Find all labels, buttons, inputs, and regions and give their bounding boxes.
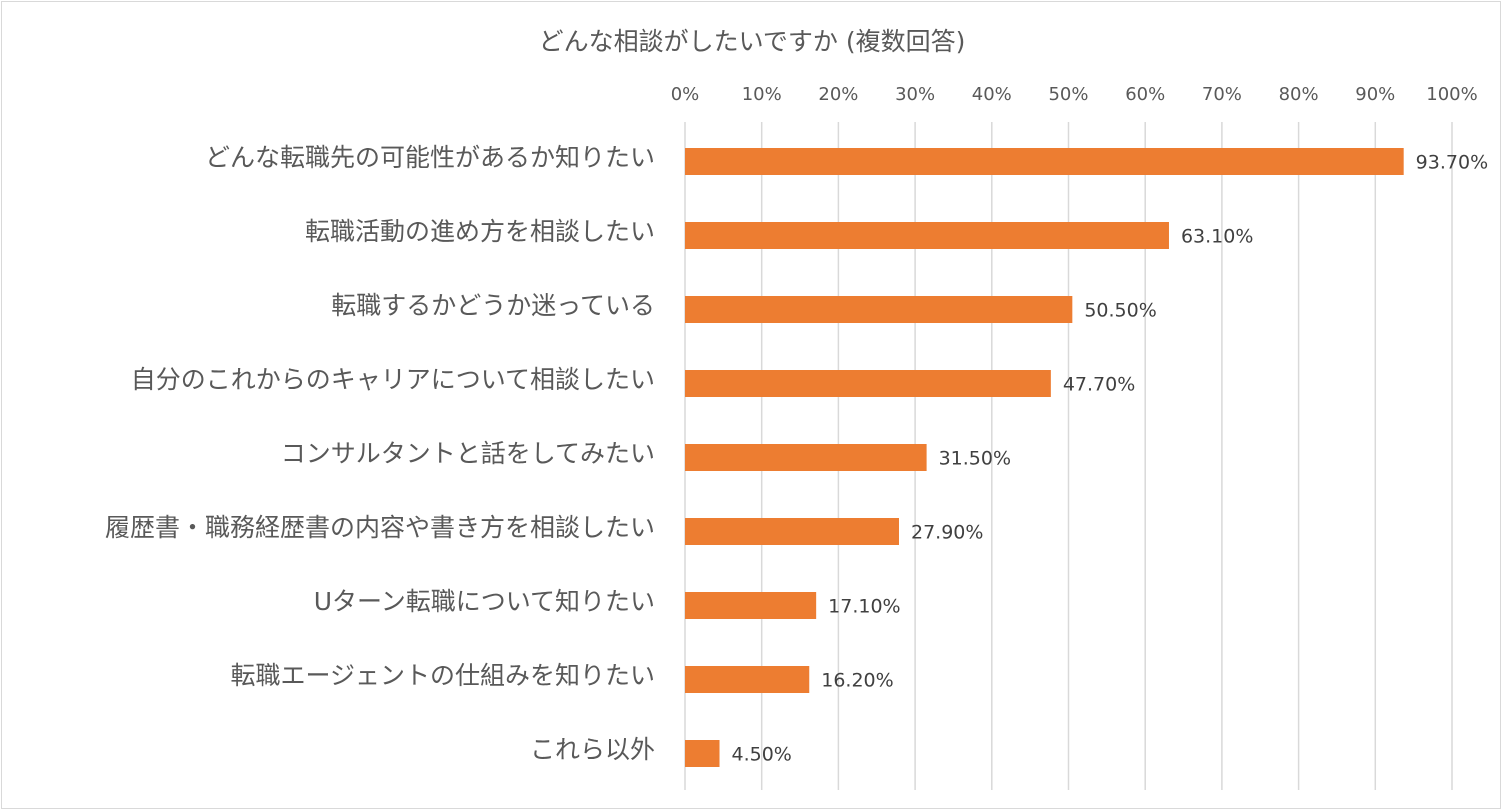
x-tick-label: 20% bbox=[818, 84, 858, 105]
bar bbox=[685, 592, 817, 619]
category-label: 転職エージェントの仕組みを知りたい bbox=[230, 661, 655, 690]
bar bbox=[685, 444, 927, 471]
x-tick-label: 0% bbox=[671, 84, 700, 105]
category-label: どんな転職先の可能性があるか知りたい bbox=[205, 143, 655, 172]
x-tick-label: 30% bbox=[895, 84, 935, 105]
bar bbox=[685, 148, 1404, 175]
bar bbox=[685, 370, 1051, 397]
bar bbox=[685, 222, 1169, 249]
bars bbox=[685, 148, 1404, 767]
value-label: 17.10% bbox=[828, 596, 900, 618]
x-tick-label: 60% bbox=[1125, 84, 1165, 105]
category-label: これら以外 bbox=[530, 735, 655, 764]
bar bbox=[685, 740, 720, 767]
category-label: コンサルタントと話をしてみたい bbox=[281, 439, 655, 468]
x-tick-label: 90% bbox=[1355, 84, 1395, 105]
x-tick-label: 80% bbox=[1279, 84, 1319, 105]
category-label: 転職活動の進め方を相談したい bbox=[305, 217, 655, 246]
category-labels: どんな転職先の可能性があるか知りたい転職活動の進め方を相談したい転職するかどうか… bbox=[105, 143, 655, 764]
value-label: 50.50% bbox=[1084, 300, 1156, 322]
value-label: 47.70% bbox=[1063, 374, 1135, 396]
bar bbox=[685, 518, 899, 545]
x-tick-label: 70% bbox=[1202, 84, 1242, 105]
value-label: 27.90% bbox=[911, 522, 983, 544]
value-label: 93.70% bbox=[1416, 152, 1488, 174]
x-axis-tick-labels: 0% 10% 20% 30% 40% 50% 60% 70% 80% 90% 100% bbox=[671, 84, 1478, 105]
category-label: Uターン転職について知りたい bbox=[314, 587, 655, 616]
bar bbox=[685, 666, 810, 693]
bar bbox=[685, 296, 1073, 323]
x-tick-label: 50% bbox=[1048, 84, 1088, 105]
x-tick-label: 40% bbox=[972, 84, 1012, 105]
chart-title: どんな相談がしたいですか (複数回答) bbox=[539, 27, 966, 56]
value-label: 4.50% bbox=[732, 744, 792, 766]
x-tick-label: 100% bbox=[1426, 84, 1477, 105]
category-label: 自分のこれからのキャリアについて相談したい bbox=[131, 365, 655, 394]
value-label: 16.20% bbox=[821, 670, 893, 692]
category-label: 履歴書・職務経歴書の内容や書き方を相談したい bbox=[105, 513, 655, 542]
category-label: 転職するかどうか迷っている bbox=[331, 291, 655, 320]
value-labels: 93.70% 63.10% 50.50% 47.70% 31.50% 27.90% 17.1… bbox=[732, 152, 1489, 766]
value-label: 31.50% bbox=[939, 448, 1011, 470]
x-tick-label: 10% bbox=[742, 84, 782, 105]
value-label: 63.10% bbox=[1181, 226, 1253, 248]
